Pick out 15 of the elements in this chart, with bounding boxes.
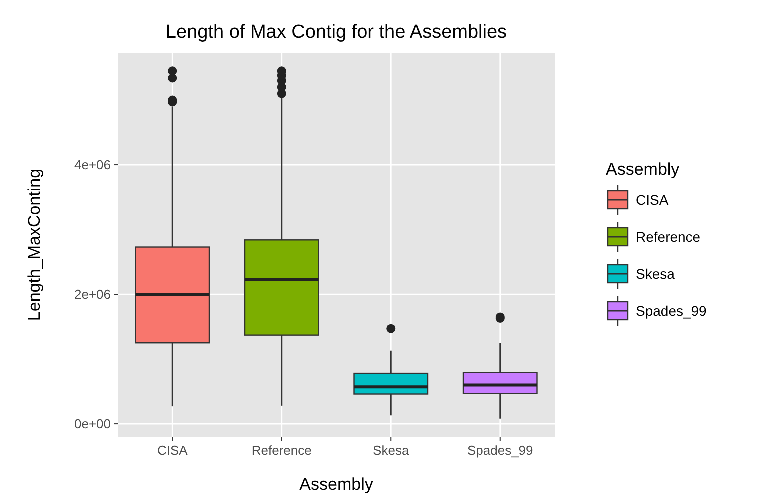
legend-label: Spades_99 [636, 302, 708, 319]
x-tick-label: Skesa [373, 443, 410, 458]
legend-title: Assembly [606, 160, 680, 179]
y-tick-label: 4e+06 [74, 158, 111, 173]
y-tick-label: 0e+00 [74, 416, 111, 432]
legend-label: CISA [636, 192, 670, 208]
y-tick-label: 2e+06 [74, 287, 111, 302]
chart-title: Length of Max Contig for the Assemblies [166, 22, 508, 43]
y-axis-title: Length_MaxConting [25, 168, 44, 322]
x-axis-title: Assembly [300, 475, 374, 494]
legend-label: Skesa [636, 266, 676, 282]
x-tick-label: Spades_99 [467, 443, 534, 458]
legend-label: Reference [636, 228, 701, 245]
x-tick-label: Reference [252, 443, 312, 458]
x-tick-label: CISA [157, 443, 188, 458]
